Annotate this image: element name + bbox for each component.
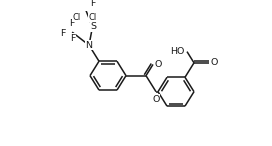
Text: N: N bbox=[85, 41, 92, 50]
Text: F: F bbox=[60, 29, 66, 38]
Text: F: F bbox=[69, 19, 75, 28]
Text: S: S bbox=[91, 22, 97, 32]
Text: O: O bbox=[152, 95, 160, 104]
Text: F: F bbox=[70, 34, 76, 43]
Text: F: F bbox=[90, 0, 96, 8]
Text: HO: HO bbox=[170, 47, 184, 56]
Text: O: O bbox=[210, 58, 218, 67]
Text: Cl: Cl bbox=[89, 13, 97, 22]
Text: O: O bbox=[154, 60, 162, 69]
Text: Cl: Cl bbox=[73, 13, 81, 22]
